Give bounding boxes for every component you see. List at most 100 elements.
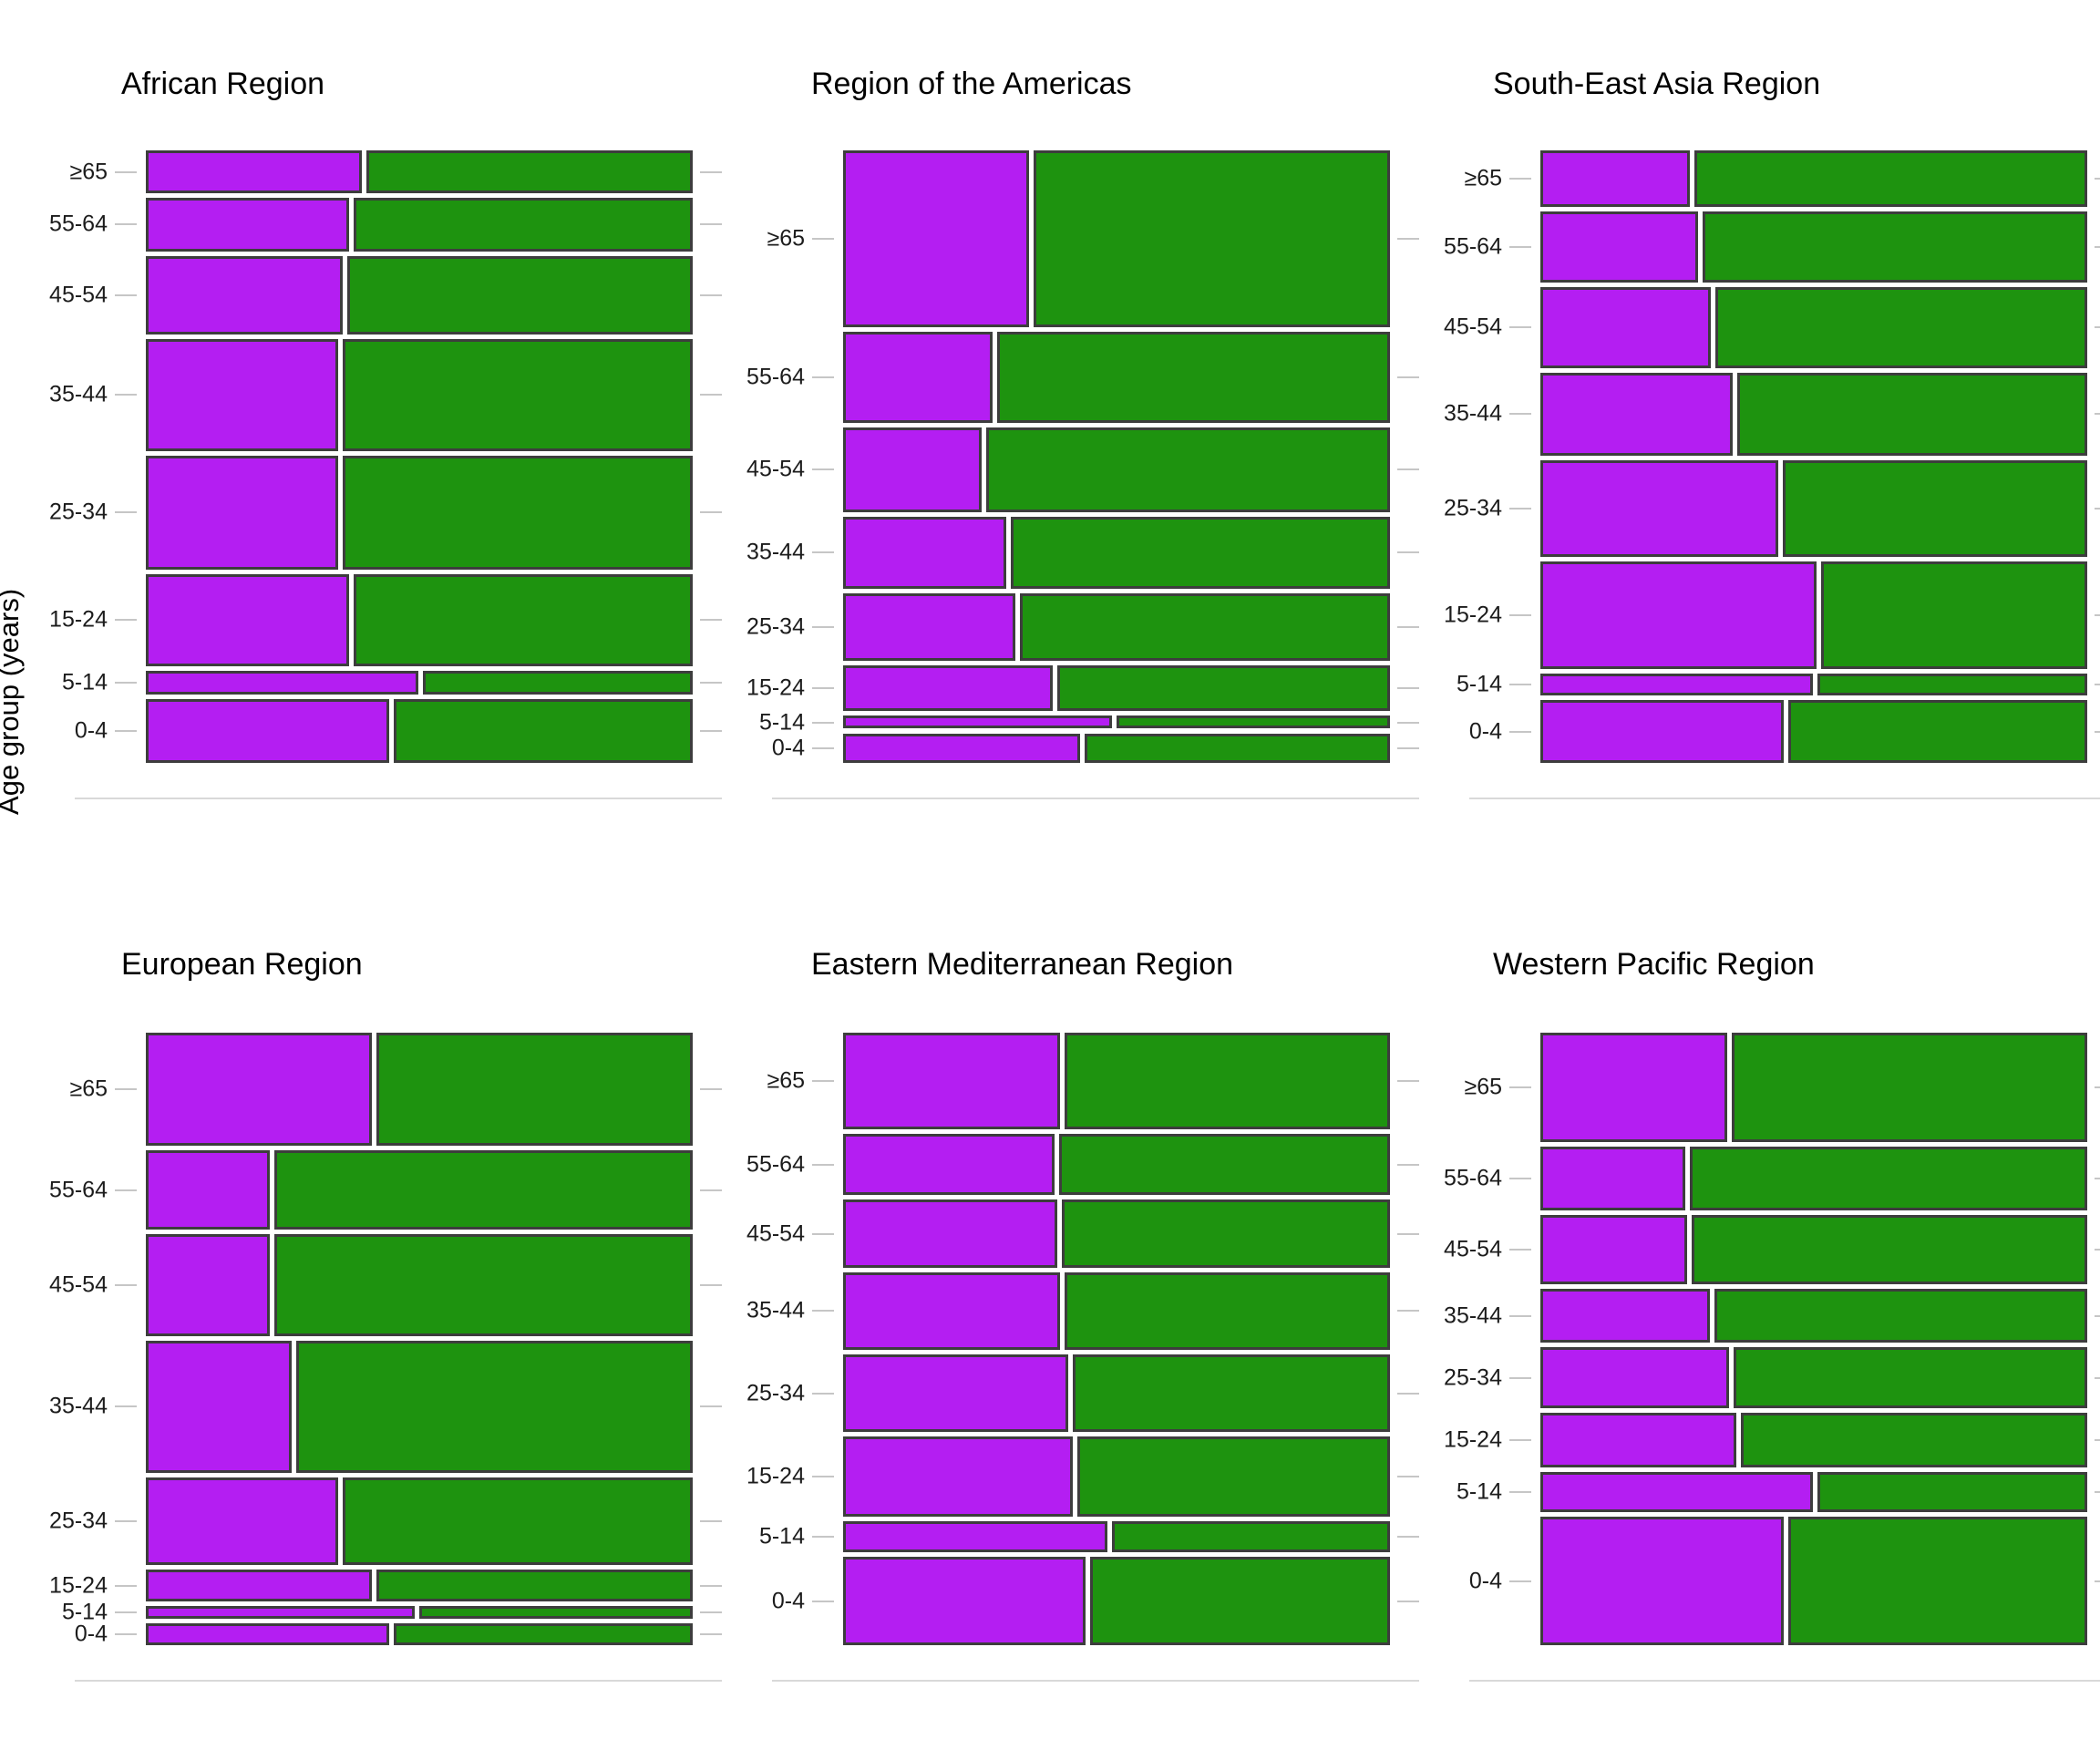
axis-tick-left: [812, 1232, 834, 1235]
age-axis-label: ≥65: [69, 1076, 108, 1102]
green-bar-segment: [376, 1033, 693, 1146]
age-axis-label: 25-34: [49, 499, 108, 525]
age-axis-label: 5-14: [61, 669, 108, 695]
purple-bar-segment: [843, 1436, 1073, 1518]
age-axis-label: 55-64: [746, 364, 805, 390]
green-bar-segment: [1714, 1289, 2087, 1343]
purple-bar-segment: [146, 455, 338, 571]
purple-bar-segment: [1540, 287, 1711, 368]
age-axis-label: 0-4: [771, 735, 805, 761]
green-bar-segment: [1690, 1146, 2087, 1211]
axis-tick-right: [1397, 238, 1419, 241]
age-axis-label: 0-4: [74, 717, 108, 744]
axis-tick-right: [2095, 246, 2100, 249]
axis-tick-left: [115, 1087, 137, 1090]
green-bar-segment: [1788, 1517, 2087, 1645]
purple-bar-segment: [146, 1477, 338, 1566]
age-axis-label: 55-64: [1444, 1165, 1502, 1191]
axis-tick-left: [1509, 1314, 1531, 1317]
green-bar-segment: [1117, 715, 1390, 729]
axis-tick-right: [1397, 376, 1419, 378]
axis-tick-right: [2095, 1314, 2100, 1317]
purple-bar-segment: [1540, 1033, 1727, 1142]
axis-tick-left: [1509, 1376, 1531, 1379]
age-axis-label: 25-34: [746, 613, 805, 640]
green-bar-segment: [1734, 1346, 2087, 1409]
green-bar-segment: [997, 332, 1390, 423]
purple-bar-segment: [1540, 1346, 1729, 1409]
purple-bar-segment: [1540, 211, 1698, 283]
age-axis-label: 5-14: [1456, 671, 1502, 697]
axis-tick-left: [115, 1611, 137, 1614]
green-bar-segment: [419, 1606, 693, 1620]
green-bar-segment: [343, 338, 693, 451]
axis-tick-left: [1509, 614, 1531, 617]
axis-tick-right: [2095, 1376, 2100, 1379]
axis-tick-right: [2095, 178, 2100, 180]
axis-tick-right: [1397, 1600, 1419, 1602]
axis-tick-right: [1397, 1232, 1419, 1235]
axis-tick-right: [2095, 1491, 2100, 1494]
green-bar-segment: [1783, 459, 2087, 558]
purple-bar-segment: [146, 1340, 292, 1473]
axis-tick-right: [2095, 507, 2100, 510]
green-bar-segment: [354, 574, 693, 666]
axis-tick-right: [2095, 1178, 2100, 1180]
axis-tick-left: [812, 1392, 834, 1395]
axis-tick-left: [115, 394, 137, 396]
axis-tick-right: [700, 394, 722, 396]
age-axis-label: 0-4: [74, 1621, 108, 1647]
axis-tick-right: [700, 511, 722, 514]
purple-bar-segment: [146, 1606, 415, 1620]
panel-title-african-region: African Region: [121, 67, 325, 101]
axis-tick-right: [2095, 614, 2100, 617]
axis-tick-right: [2095, 1249, 2100, 1251]
axis-tick-right: [700, 170, 722, 173]
axis-tick-left: [1509, 246, 1531, 249]
axis-tick-left: [1509, 1491, 1531, 1494]
axis-tick-right: [700, 1584, 722, 1587]
purple-bar-segment: [146, 574, 349, 666]
axis-tick-right: [2095, 413, 2100, 416]
age-axis-label: 35-44: [746, 1297, 805, 1323]
age-axis-label: 45-54: [1444, 1236, 1502, 1262]
x-axis-line: [1469, 1680, 2100, 1682]
green-bar-segment: [274, 1234, 693, 1336]
axis-tick-left: [115, 1519, 137, 1522]
axis-tick-right: [1397, 1163, 1419, 1166]
axis-tick-right: [1397, 1392, 1419, 1395]
green-bar-segment: [1034, 150, 1390, 328]
axis-tick-left: [812, 238, 834, 241]
age-axis-label: 55-64: [49, 1177, 108, 1203]
axis-tick-left: [1509, 326, 1531, 329]
axis-tick-right: [2095, 1086, 2100, 1088]
age-axis-label: 55-64: [1444, 233, 1502, 260]
age-axis-label: 5-14: [61, 1599, 108, 1625]
axis-tick-right: [1397, 468, 1419, 471]
axis-tick-left: [1509, 1086, 1531, 1088]
age-axis-label: 5-14: [1456, 1478, 1502, 1505]
axis-tick-left: [812, 1536, 834, 1539]
axis-tick-right: [700, 729, 722, 732]
axis-tick-right: [1397, 746, 1419, 749]
green-bar-segment: [1703, 211, 2087, 283]
green-bar-segment: [1011, 516, 1390, 590]
purple-bar-segment: [146, 1623, 389, 1645]
purple-bar-segment: [843, 593, 1015, 662]
green-bar-segment: [1073, 1354, 1390, 1432]
axis-tick-left: [1509, 730, 1531, 733]
age-axis-label: 55-64: [49, 211, 108, 237]
green-bar-segment: [1090, 1557, 1390, 1645]
axis-tick-left: [812, 1310, 834, 1312]
age-axis-label: 0-4: [1468, 1568, 1502, 1594]
axis-tick-left: [1509, 1580, 1531, 1582]
axis-tick-right: [700, 1633, 722, 1636]
age-axis-label: 0-4: [1468, 718, 1502, 745]
axis-tick-right: [1397, 551, 1419, 554]
green-bar-segment: [1065, 1271, 1390, 1351]
purple-bar-segment: [843, 715, 1112, 729]
age-axis-label: 45-54: [1444, 314, 1502, 340]
green-bar-segment: [986, 427, 1390, 512]
age-axis-label: ≥65: [69, 159, 108, 185]
axis-tick-right: [2095, 1580, 2100, 1582]
